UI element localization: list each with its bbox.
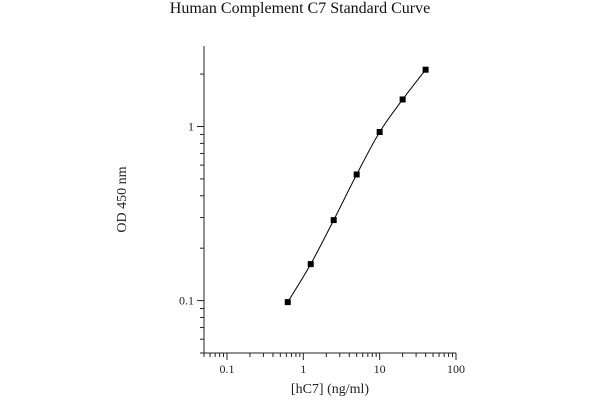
y-axis-label: OD 450 nm [115,166,130,232]
x-tick-label: 100 [447,362,465,376]
data-point [330,217,337,224]
chart-title: Human Complement C7 Standard Curve [169,0,431,17]
x-tick-label: 1 [300,362,306,376]
x-tick-label: 0.1 [219,362,234,376]
data-point [376,128,383,135]
fit-curve [287,69,427,303]
fit-curve-group [287,69,427,303]
data-point [353,171,360,178]
data-point [307,261,314,268]
data-point [399,96,406,103]
axes: 0.1 1 10 100 0.1 1 [179,46,465,376]
data-point [422,66,429,73]
y-tick-label: 0.1 [179,294,194,308]
x-axis-label: [hC7] (ng/ml) [291,382,369,397]
data-point [284,299,291,306]
y-tick-label: 1 [188,120,194,134]
x-tick-label: 10 [374,362,386,376]
data-points [284,66,429,306]
